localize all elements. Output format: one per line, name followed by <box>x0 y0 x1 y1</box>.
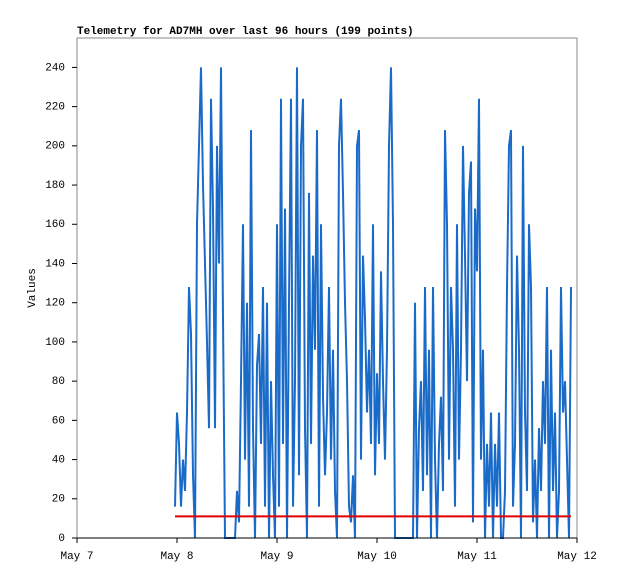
plot-frame <box>76 37 578 539</box>
y-tick-label: 140 <box>45 258 65 270</box>
chart-title: Telemetry for AD7MH over last 96 hours (… <box>77 26 414 38</box>
y-tick-label: 60 <box>52 415 65 427</box>
y-tick-label: 120 <box>45 298 65 310</box>
x-tick-label: May 12 <box>557 551 597 563</box>
x-tick-label: May 7 <box>60 551 93 563</box>
y-tick-label: 0 <box>58 533 65 545</box>
y-tick-label: 40 <box>52 454 65 466</box>
x-tick-label: May 8 <box>160 551 193 563</box>
y-tick-label: 200 <box>45 141 65 153</box>
y-tick-label: 80 <box>52 376 65 388</box>
y-tick-label: 20 <box>52 494 65 506</box>
y-tick-label: 220 <box>45 102 65 114</box>
y-tick-label: 180 <box>45 180 65 192</box>
y-tick-label: 100 <box>45 337 65 349</box>
data-line <box>174 67 572 539</box>
y-tick-label: 160 <box>45 219 65 231</box>
y-axis-label: Values <box>27 268 39 308</box>
x-tick-label: May 9 <box>260 551 293 563</box>
y-tick-label: 240 <box>45 62 65 74</box>
x-tick-label: May 11 <box>457 551 497 563</box>
x-tick-label: May 10 <box>357 551 397 563</box>
